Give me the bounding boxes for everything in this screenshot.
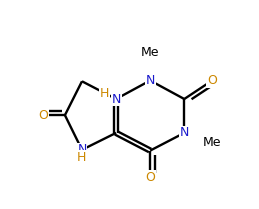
Text: O: O bbox=[207, 74, 217, 87]
Text: N: N bbox=[179, 126, 189, 139]
Text: N: N bbox=[77, 143, 87, 156]
Text: H: H bbox=[76, 151, 86, 164]
Text: N: N bbox=[111, 93, 121, 106]
Text: Me: Me bbox=[141, 46, 160, 59]
Text: Me: Me bbox=[203, 136, 221, 149]
Text: N: N bbox=[146, 74, 155, 87]
Text: H: H bbox=[100, 87, 109, 100]
Text: O: O bbox=[38, 109, 48, 122]
Text: O: O bbox=[145, 171, 155, 184]
